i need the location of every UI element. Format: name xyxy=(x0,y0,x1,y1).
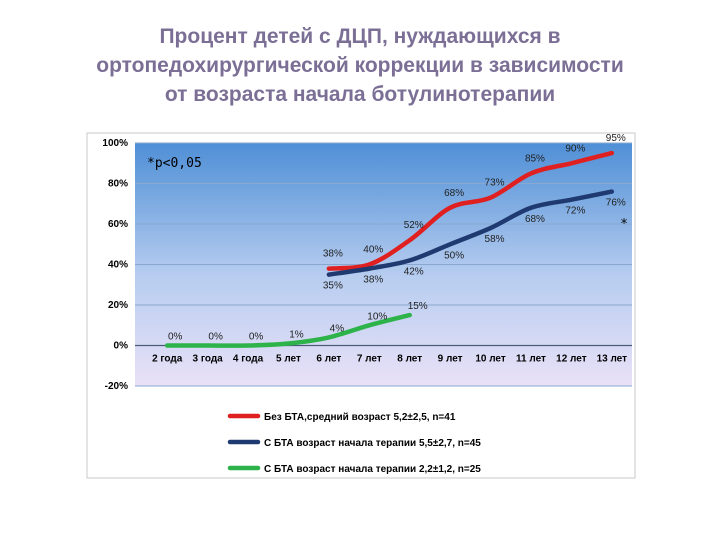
title-line-2: ортопедохирургической коррекции в зависи… xyxy=(96,54,624,77)
legend-entry: С БТА возраст начала терапии 5,5±2,7, n=… xyxy=(264,438,481,449)
data-label: 73% xyxy=(485,178,505,189)
data-label: 38% xyxy=(323,249,343,260)
data-label: 42% xyxy=(404,266,424,277)
x-tick-label: 4 года xyxy=(233,354,264,365)
data-label: 58% xyxy=(485,234,505,245)
title-line-1: Процент детей с ДЦП, нуждающихся в xyxy=(159,25,561,48)
y-tick-label: -20% xyxy=(105,381,128,392)
legend-entry: С БТА возраст начала терапии 2,2±1,2, n=… xyxy=(264,464,481,475)
x-tick-label: 10 лет xyxy=(475,354,506,365)
x-tick-label: 3 года xyxy=(192,354,223,365)
y-tick-label: 80% xyxy=(108,179,128,190)
data-label: 38% xyxy=(363,275,383,286)
data-label: 35% xyxy=(323,281,343,292)
data-label: 15% xyxy=(408,301,428,312)
data-label: 0% xyxy=(168,332,183,343)
x-tick-label: 5 лет xyxy=(276,354,301,365)
legend-entry: Без БТА,средний возраст 5,2±2,5, n=41 xyxy=(264,412,456,423)
data-label: 95% xyxy=(606,133,626,144)
x-tick-label: 9 лет xyxy=(438,354,463,365)
data-label: 52% xyxy=(404,220,424,231)
data-label: 40% xyxy=(363,245,383,256)
y-tick-label: 100% xyxy=(102,138,128,149)
y-tick-label: 0% xyxy=(114,341,129,352)
data-label: 76% xyxy=(606,198,626,209)
data-label: 50% xyxy=(444,250,464,261)
data-label: 90% xyxy=(565,143,585,154)
x-tick-label: 6 лет xyxy=(316,354,341,365)
y-tick-label: 60% xyxy=(108,219,128,230)
series-line-1 xyxy=(326,150,615,271)
x-tick-label: 11 лет xyxy=(516,354,546,365)
data-label: 0% xyxy=(249,332,264,343)
chart-title: Процент детей с ДЦП, нуждающихся в ортоп… xyxy=(40,22,680,109)
data-label: 0% xyxy=(208,332,223,343)
data-label: 10% xyxy=(367,311,387,322)
x-tick-label: 13 лет xyxy=(597,354,628,365)
x-tick-label: 8 лет xyxy=(397,354,422,365)
series-line-2 xyxy=(326,189,615,277)
data-label: 72% xyxy=(565,206,585,217)
data-label: 85% xyxy=(525,153,545,164)
data-label: 68% xyxy=(444,188,464,199)
y-tick-label: 40% xyxy=(108,260,128,271)
y-tick-label: 20% xyxy=(108,300,128,311)
x-tick-label: 12 лет xyxy=(556,354,587,365)
significance-star: * xyxy=(620,217,628,232)
title-line-3: от возраста начала ботулинотерапии xyxy=(164,83,556,106)
series-line-3 xyxy=(164,312,412,348)
x-tick-label: 2 года xyxy=(152,354,183,365)
data-label: 1% xyxy=(289,329,304,340)
x-tick-label: 7 лет xyxy=(357,354,382,365)
data-label: 4% xyxy=(330,323,345,334)
significance-annotation: *p<0,05 xyxy=(147,156,202,171)
data-label: 68% xyxy=(525,214,545,225)
